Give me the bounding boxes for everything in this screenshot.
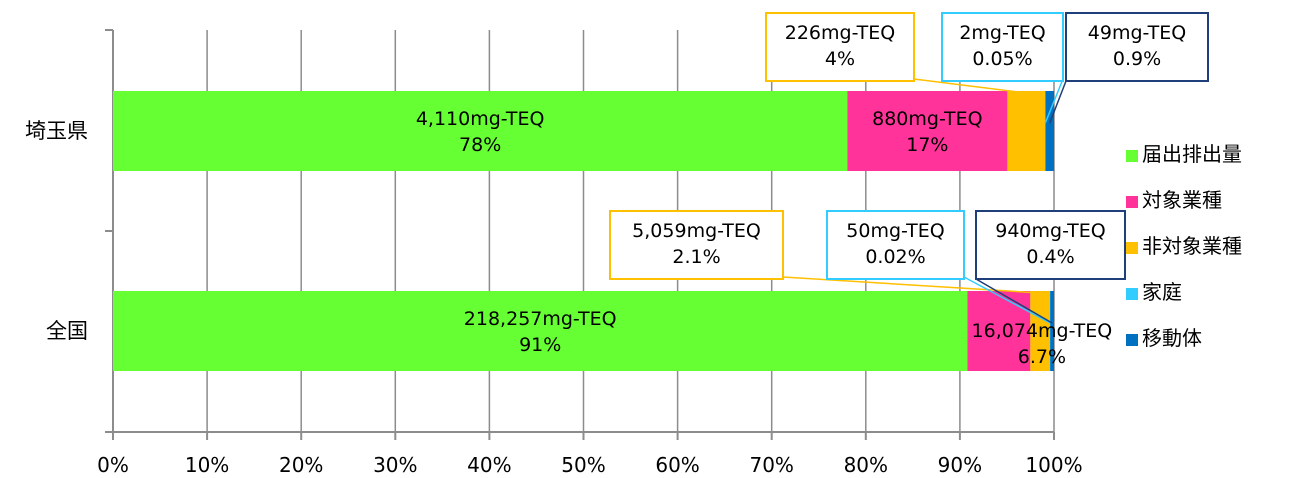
segment-label: 16,074mg-TEQ 6.7% bbox=[972, 320, 1113, 368]
bar-segment bbox=[113, 291, 968, 371]
segment-label: 4,110mg-TEQ 78% bbox=[416, 108, 545, 156]
callouts: 226mg-TEQ 4% 2mg-TEQ 0.05% 49mg-TEQ 0.9% 5,059… bbox=[609, 12, 1209, 324]
legend-label: 非対象業種 bbox=[1142, 234, 1242, 258]
callout-leader bbox=[1049, 80, 1067, 124]
callout-leader bbox=[782, 276, 1041, 294]
x-tick-label: 20% bbox=[279, 453, 323, 477]
callout-box bbox=[826, 210, 965, 280]
callout-leader bbox=[1044, 78, 1064, 124]
bar-segment bbox=[1030, 291, 1051, 371]
x-tick-label: 100% bbox=[1025, 453, 1082, 477]
bar-segment bbox=[847, 91, 1008, 171]
segment-labels: 4,110mg-TEQ 78% 880mg-TEQ 17% 218,257mg-TEQ 9… bbox=[416, 108, 1112, 368]
callout-label: 226mg-TEQ 4% bbox=[785, 22, 896, 70]
callout-box bbox=[1065, 12, 1209, 82]
callout-leader bbox=[975, 278, 1053, 324]
callout-box bbox=[975, 210, 1126, 280]
bar-segment bbox=[1050, 291, 1054, 371]
callout-label: 2mg-TEQ 0.05% bbox=[959, 22, 1045, 70]
callout-leader bbox=[963, 276, 1051, 324]
legend-swatch bbox=[1126, 242, 1138, 254]
callout-box bbox=[941, 12, 1064, 82]
x-tick-label: 50% bbox=[561, 453, 605, 477]
callout-leader bbox=[913, 78, 1027, 94]
x-tick-label: 40% bbox=[467, 453, 511, 477]
x-tick-label: 70% bbox=[749, 453, 793, 477]
legend-swatch bbox=[1126, 150, 1138, 162]
x-tick-label: 10% bbox=[185, 453, 229, 477]
callout-box bbox=[765, 12, 915, 82]
x-tick-label: 90% bbox=[938, 453, 982, 477]
x-tick-label: 0% bbox=[97, 453, 129, 477]
legend-label: 対象業種 bbox=[1142, 188, 1222, 212]
legend-swatch bbox=[1126, 196, 1138, 208]
bar-segment bbox=[1045, 91, 1046, 171]
callout-box bbox=[609, 210, 784, 280]
bar-segment bbox=[113, 91, 848, 171]
segment-label: 218,257mg-TEQ 91% bbox=[464, 308, 617, 356]
callout-label: 50mg-TEQ 0.02% bbox=[846, 220, 944, 268]
legend-swatch bbox=[1126, 288, 1138, 300]
x-tick-label: 60% bbox=[655, 453, 699, 477]
category-label: 全国 bbox=[46, 319, 88, 343]
legend-label: 家庭 bbox=[1142, 280, 1182, 304]
bar-segment bbox=[1007, 91, 1046, 171]
callout-label: 49mg-TEQ 0.9% bbox=[1088, 22, 1186, 70]
bar-segment bbox=[1045, 91, 1054, 171]
callout-label: 5,059mg-TEQ 2.1% bbox=[632, 220, 761, 268]
segment-label: 880mg-TEQ 17% bbox=[872, 108, 983, 156]
category-label: 埼玉県 bbox=[25, 119, 88, 143]
legend-label: 移動体 bbox=[1142, 326, 1202, 350]
legend-label: 届出排出量 bbox=[1142, 142, 1242, 166]
x-tick-label: 80% bbox=[844, 453, 888, 477]
bars bbox=[113, 91, 1054, 371]
legend-swatch bbox=[1126, 334, 1138, 346]
callout-label: 940mg-TEQ 0.4% bbox=[995, 220, 1106, 268]
x-tick-label: 30% bbox=[373, 453, 417, 477]
